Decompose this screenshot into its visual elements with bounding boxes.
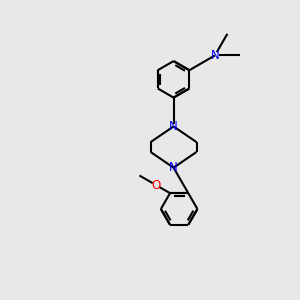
Text: N: N [169, 161, 178, 174]
Text: N: N [211, 49, 219, 62]
Text: O: O [152, 178, 160, 192]
Text: N: N [169, 120, 178, 133]
